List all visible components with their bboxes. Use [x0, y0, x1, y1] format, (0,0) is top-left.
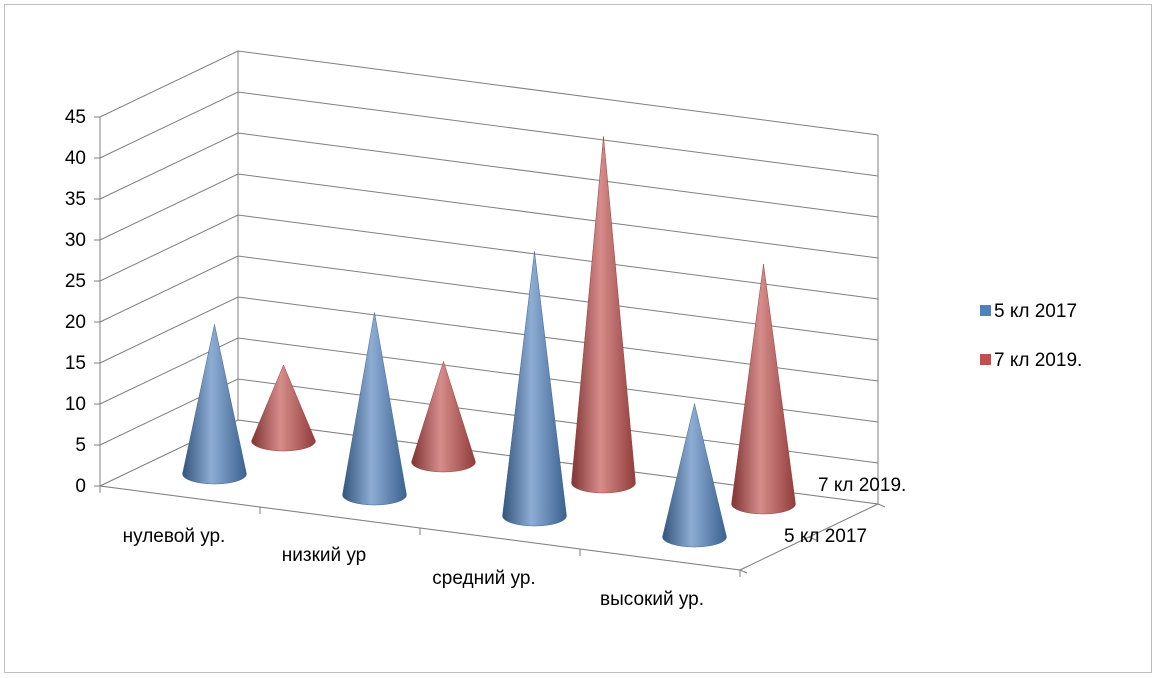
cone-series-2	[251, 364, 316, 452]
depth-tick-label: 7 кл 2019.	[818, 475, 906, 496]
legend-label: 7 кл 2019.	[994, 350, 1082, 371]
x-axis-tick-labels: нулевой ур. низкий ур средний ур. высокий у…	[123, 526, 704, 610]
y-tick-label: 40	[65, 148, 86, 169]
x-tick-label: нулевой ур.	[123, 526, 226, 547]
y-tick-label: 5	[75, 435, 86, 456]
cones	[182, 136, 796, 548]
legend-swatch	[980, 354, 991, 365]
y-tick-label: 25	[65, 271, 86, 292]
y-tick-label: 45	[65, 107, 86, 128]
legend: 5 кл 2017 7 кл 2019.	[980, 301, 1082, 371]
x-tick-label: высокий ур.	[600, 589, 704, 610]
x-tick-label: низкий ур	[282, 545, 367, 566]
gridline	[99, 91, 879, 177]
legend-label: 5 кл 2017	[994, 301, 1077, 322]
x-tick-label: средний ур.	[432, 568, 535, 589]
depth-tick	[877, 503, 886, 508]
y-tick-label: 15	[65, 353, 86, 374]
gridline	[99, 50, 879, 136]
cone-series-1	[662, 403, 727, 548]
gridline	[99, 173, 879, 259]
y-tick-label: 35	[65, 189, 86, 210]
y-tick-label: 30	[65, 230, 86, 251]
axes	[94, 51, 886, 577]
y-tick-label: 20	[65, 312, 86, 333]
gridline	[99, 132, 879, 218]
y-tick-label: 0	[75, 476, 86, 497]
cone-series-1	[342, 312, 407, 506]
y-tick-label: 10	[65, 394, 86, 415]
cone-series-2	[411, 360, 476, 473]
chart-area	[4, 4, 1152, 673]
y-axis-tick-labels: 0 5 10 15 20 25 30 35 40 45	[65, 107, 86, 497]
cone-series-2	[571, 136, 636, 494]
cone-series-1	[502, 251, 567, 527]
depth-tick	[808, 536, 817, 541]
depth-tick-label: 5 кл 2017	[784, 526, 867, 547]
depth-tick	[739, 569, 748, 574]
depth-axis-tick-labels: 7 кл 2019. 5 кл 2017	[784, 475, 906, 547]
cone-series-2	[731, 263, 796, 515]
legend-swatch	[980, 305, 991, 316]
cone-series-1	[182, 324, 247, 485]
